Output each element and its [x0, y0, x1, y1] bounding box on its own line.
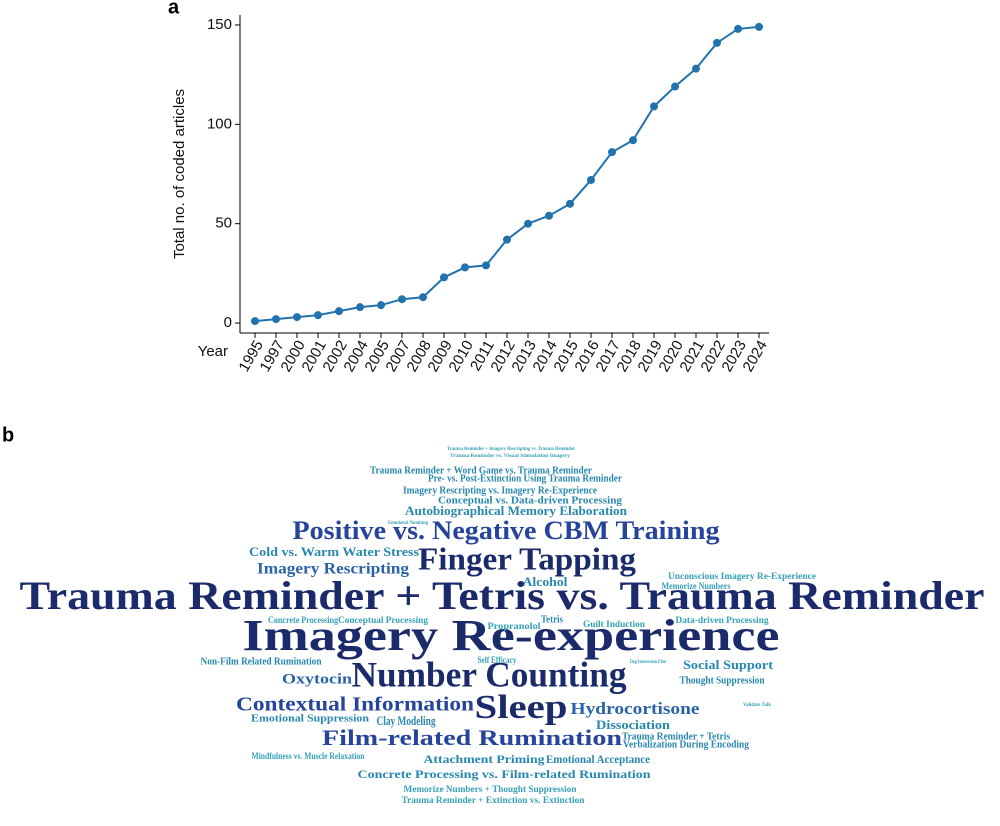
word: Validate Talk — [743, 703, 771, 708]
word: Data-driven Processing — [676, 615, 770, 625]
data-point — [377, 301, 385, 310]
word: Self Efficacy — [478, 655, 517, 665]
word: Memorize Numbers — [662, 581, 731, 591]
word: Dog Interaction Film — [630, 660, 667, 665]
data-point — [251, 317, 259, 326]
data-point — [398, 295, 406, 304]
data-point — [461, 263, 469, 272]
data-point — [734, 24, 742, 33]
data-point — [608, 148, 616, 157]
word: Conceptual Processing — [338, 615, 429, 625]
data-point — [419, 293, 427, 302]
word: Thought Suppression — [680, 675, 765, 686]
data-point — [755, 22, 763, 31]
word: Emotional Acceptance — [546, 752, 651, 766]
data-line — [254, 25, 760, 323]
word: Tetris — [541, 614, 564, 626]
panel-label: b — [2, 424, 14, 446]
word: Positive vs. Negative CBM Training — [293, 516, 720, 545]
word: Propranolol — [488, 621, 542, 631]
word: Trauma Reminder + Word Game vs. Trauma R… — [370, 465, 593, 476]
word: Clay Modeling — [377, 713, 436, 728]
data-point — [713, 38, 721, 47]
data-point — [293, 313, 301, 322]
word: Sleep — [475, 689, 568, 726]
panel-label: a — [168, 0, 180, 18]
word: Attachment Priming — [424, 752, 545, 766]
data-point — [335, 307, 343, 316]
word: Trauma Reminder vs. Visual Stimulation I… — [450, 454, 571, 459]
data-point — [692, 64, 700, 73]
word: Concrete Processing vs. Film-related Rum… — [358, 767, 651, 781]
word: Trauma Reminder + Extinction vs. Extinct… — [402, 795, 585, 805]
word: Imagery Rescripting — [257, 561, 409, 578]
data-point — [629, 136, 637, 145]
data-point — [545, 211, 553, 220]
word: Contextual Information — [236, 694, 474, 716]
word: Number Counting — [352, 654, 627, 694]
x-axis-label: Year — [198, 343, 228, 360]
y-tick-label: 50 — [215, 215, 232, 232]
data-point — [524, 219, 532, 228]
word: Trauma Reminder + Tetris — [622, 731, 730, 742]
word: Cold vs. Warm Water Stress — [249, 544, 419, 559]
word: Trauma Reminder + Imagery Rescripting vs… — [447, 447, 576, 452]
word: Emotional Numbing — [388, 521, 428, 526]
data-point — [671, 82, 679, 91]
data-point — [356, 303, 364, 312]
word: Mindfulness vs. Muscle Relaxation — [252, 751, 365, 761]
word: Oxytocin — [282, 671, 353, 687]
data-point — [314, 311, 322, 320]
word: Dissociation — [596, 717, 671, 732]
data-point — [650, 102, 658, 111]
y-axis-label: Total no. of coded articles — [171, 89, 188, 259]
word: Finger Tapping — [418, 540, 636, 576]
data-point — [482, 261, 490, 270]
word: Unconscious Imagery Re-Experience — [668, 571, 816, 581]
word: Imagery Re-experience — [243, 611, 780, 660]
data-point — [440, 273, 448, 282]
word: Film-related Rumination — [322, 725, 622, 750]
y-tick-label: 100 — [207, 115, 232, 132]
y-tick-label: 150 — [207, 16, 232, 33]
word: Trauma Reminder + Tetris vs. Trauma Remi… — [20, 573, 985, 618]
word: Concrete Processing — [268, 615, 338, 625]
data-point — [566, 199, 574, 208]
word: Hydrocortisone — [571, 699, 701, 718]
data-point — [272, 315, 280, 324]
data-point — [587, 175, 595, 184]
word: Guilt Induction — [583, 619, 645, 629]
data-point — [503, 235, 511, 244]
word: Emotional Suppression — [251, 713, 370, 724]
word: Conceptual vs. Data-driven Processing — [438, 495, 622, 506]
word: Memorize Numbers + Thought Suppression — [404, 784, 577, 794]
word: Verbalization During Encoding — [623, 739, 749, 750]
word: Autobiographical Memory Elaboration — [405, 503, 628, 518]
y-tick-label: 0 — [224, 314, 232, 331]
word: Imagery Rescripting vs. Imagery Re-Exper… — [403, 485, 598, 496]
word: Alcohol — [523, 574, 568, 589]
word: Non-Film Related Rumination — [201, 656, 322, 667]
word: Social Support — [683, 657, 774, 672]
word: Pre- vs. Post-Extinction Using Trauma Re… — [428, 473, 623, 484]
